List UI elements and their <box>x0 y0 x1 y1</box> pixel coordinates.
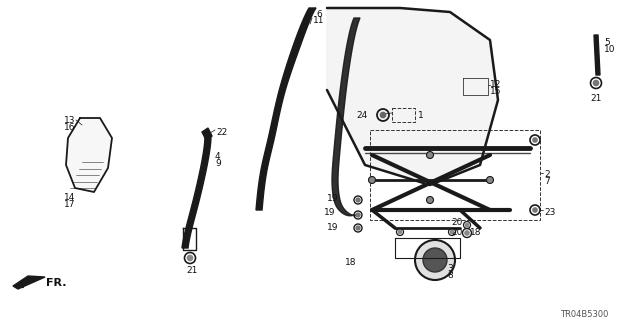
Polygon shape <box>202 128 212 140</box>
Text: 8: 8 <box>447 271 452 280</box>
Polygon shape <box>66 118 112 192</box>
Polygon shape <box>327 8 498 185</box>
Circle shape <box>465 224 468 226</box>
Circle shape <box>356 226 360 230</box>
Circle shape <box>465 231 469 235</box>
Text: 19: 19 <box>323 208 335 217</box>
Text: 18: 18 <box>470 228 481 237</box>
Circle shape <box>423 248 447 272</box>
Circle shape <box>188 256 193 261</box>
Text: 14: 14 <box>63 193 75 202</box>
Circle shape <box>426 152 433 159</box>
Text: 4: 4 <box>215 152 221 161</box>
Text: TR04B5300: TR04B5300 <box>560 310 609 319</box>
Text: 19: 19 <box>326 223 338 232</box>
Text: 19: 19 <box>326 194 338 203</box>
Text: 10: 10 <box>604 45 616 54</box>
Text: 18: 18 <box>344 258 356 267</box>
Circle shape <box>369 176 376 183</box>
Text: 6: 6 <box>316 10 322 19</box>
Circle shape <box>451 231 454 234</box>
Circle shape <box>533 208 537 212</box>
Text: 12: 12 <box>490 80 501 89</box>
Circle shape <box>593 80 598 85</box>
Circle shape <box>426 197 433 204</box>
Text: 20: 20 <box>451 228 462 237</box>
Text: 9: 9 <box>215 159 221 168</box>
Text: 21: 21 <box>590 94 602 103</box>
Circle shape <box>486 176 493 183</box>
Text: 1: 1 <box>418 111 424 120</box>
Polygon shape <box>13 276 45 289</box>
Circle shape <box>415 240 455 280</box>
Text: 5: 5 <box>604 38 610 47</box>
Polygon shape <box>594 35 600 75</box>
Text: 24: 24 <box>356 111 368 120</box>
Text: 15: 15 <box>490 87 502 96</box>
Circle shape <box>381 113 385 117</box>
Text: 16: 16 <box>63 123 75 132</box>
Text: 20: 20 <box>451 218 462 227</box>
Polygon shape <box>182 135 211 248</box>
Text: 23: 23 <box>544 208 556 217</box>
Circle shape <box>399 231 401 234</box>
Circle shape <box>356 213 360 217</box>
Text: 7: 7 <box>544 177 550 186</box>
Text: 17: 17 <box>63 200 75 209</box>
Text: 3: 3 <box>447 264 452 273</box>
Text: 21: 21 <box>186 266 198 275</box>
Text: 2: 2 <box>544 170 550 179</box>
Circle shape <box>356 198 360 202</box>
Text: 11: 11 <box>313 16 324 25</box>
Text: 13: 13 <box>63 116 75 125</box>
Circle shape <box>533 138 537 142</box>
Polygon shape <box>332 18 360 216</box>
Polygon shape <box>256 8 316 210</box>
Text: FR.: FR. <box>46 278 67 288</box>
Text: 22: 22 <box>216 128 227 137</box>
